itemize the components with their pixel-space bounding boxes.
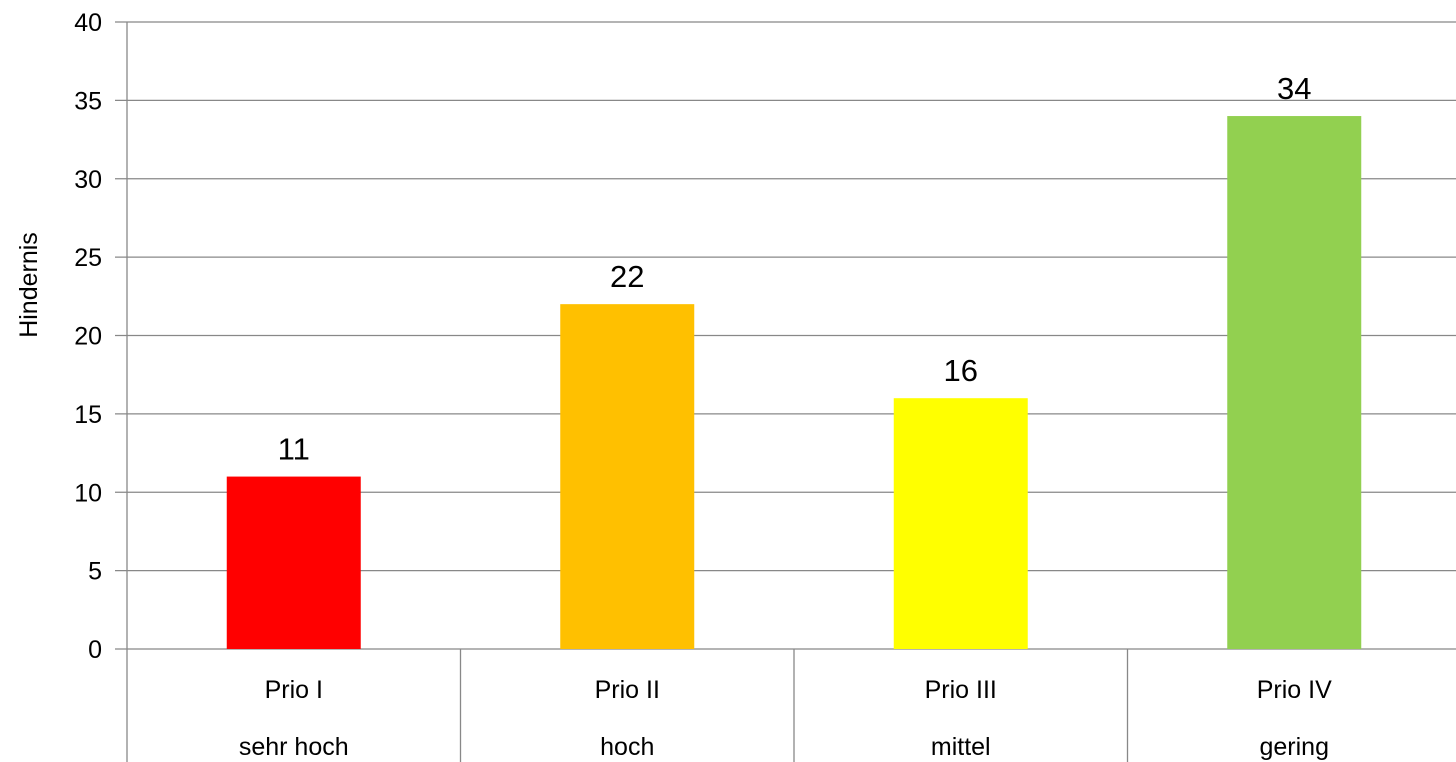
category-label-line2: gering (1260, 733, 1330, 761)
category-label-line2: sehr hoch (239, 733, 349, 761)
y-tick-label: 40 (74, 9, 102, 37)
category-label-line1: Prio IV (1257, 676, 1332, 704)
y-tick-label: 25 (74, 244, 102, 272)
bars (226, 116, 1362, 650)
category-label-line2: hoch (600, 733, 654, 761)
axes (126, 22, 1129, 762)
labels: 0 5 10 15 20 25 30 35 40 11 Prio I sehr hoch 22 Prio … (74, 9, 1332, 761)
y-tick-label: 15 (74, 401, 102, 429)
data-label: 34 (1277, 71, 1311, 106)
y-tick-label: 0 (88, 636, 102, 664)
bar-4 (1227, 116, 1362, 650)
bar-1 (226, 476, 361, 649)
category-label-line1: Prio III (925, 676, 997, 704)
category-label-line1: Prio II (595, 676, 660, 704)
y-axis-title: Hindernis (15, 232, 43, 338)
y-tick-label: 35 (74, 87, 102, 115)
y-tick-label: 30 (74, 166, 102, 194)
data-label: 11 (278, 432, 310, 467)
bar-2 (560, 304, 695, 649)
y-tick-label: 5 (88, 558, 102, 586)
y-tick-label: 20 (74, 323, 102, 351)
data-label: 22 (610, 259, 644, 294)
category-label-line2: mittel (931, 733, 991, 761)
y-tick-label: 10 (74, 479, 102, 507)
data-label: 16 (944, 353, 978, 388)
bar-3 (893, 398, 1028, 649)
category-label-line1: Prio I (265, 676, 323, 704)
